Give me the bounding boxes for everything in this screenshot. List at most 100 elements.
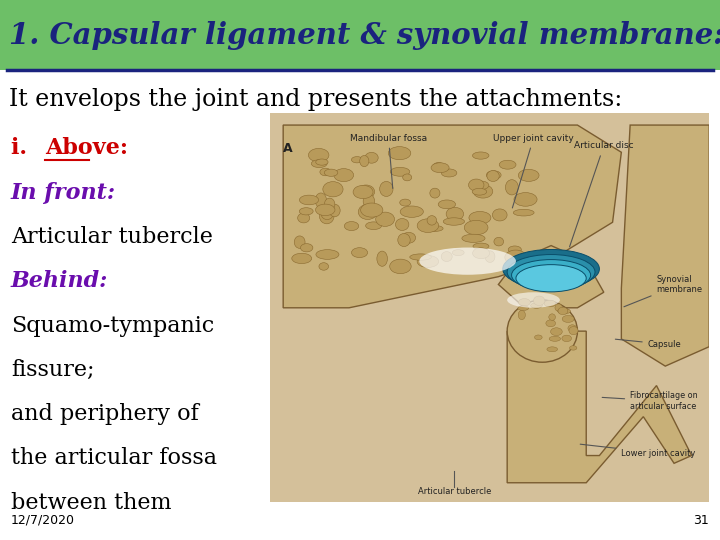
Ellipse shape [292, 253, 312, 264]
Text: fissure;: fissure; [11, 359, 94, 381]
Ellipse shape [507, 300, 577, 362]
Ellipse shape [487, 171, 501, 179]
Ellipse shape [518, 299, 531, 306]
Text: Mandibular fossa: Mandibular fossa [350, 133, 427, 188]
Text: 1. Capsular ligament & synovial membrane:: 1. Capsular ligament & synovial membrane… [9, 21, 720, 50]
Ellipse shape [441, 252, 452, 261]
Text: Upper joint cavity: Upper joint cavity [493, 133, 574, 208]
Ellipse shape [417, 219, 438, 233]
Ellipse shape [507, 254, 595, 289]
Text: In front:: In front: [11, 182, 116, 204]
Ellipse shape [379, 181, 393, 197]
Ellipse shape [324, 169, 338, 177]
Ellipse shape [444, 218, 464, 225]
Ellipse shape [334, 168, 354, 181]
Ellipse shape [410, 254, 431, 260]
Ellipse shape [464, 220, 488, 235]
Ellipse shape [558, 307, 568, 315]
Ellipse shape [430, 188, 440, 198]
Ellipse shape [294, 236, 305, 248]
Ellipse shape [402, 232, 415, 243]
Ellipse shape [402, 174, 412, 181]
Ellipse shape [329, 204, 340, 217]
Ellipse shape [315, 204, 335, 215]
Ellipse shape [570, 346, 577, 350]
Ellipse shape [507, 292, 560, 308]
Ellipse shape [426, 225, 443, 232]
FancyBboxPatch shape [270, 113, 709, 502]
Ellipse shape [472, 248, 490, 259]
Ellipse shape [514, 193, 537, 206]
Text: Capsule: Capsule [616, 339, 681, 349]
Ellipse shape [531, 303, 542, 308]
Ellipse shape [503, 249, 599, 288]
Polygon shape [498, 246, 604, 308]
Ellipse shape [534, 335, 542, 340]
Ellipse shape [469, 179, 484, 191]
Ellipse shape [549, 336, 561, 341]
Ellipse shape [511, 260, 590, 291]
Ellipse shape [377, 251, 387, 266]
Ellipse shape [562, 315, 574, 322]
Ellipse shape [320, 168, 331, 176]
Text: and periphery of: and periphery of [11, 403, 199, 425]
Ellipse shape [390, 259, 411, 274]
Text: between them: between them [11, 492, 171, 514]
Text: Articular tubercle: Articular tubercle [11, 226, 212, 248]
Ellipse shape [315, 193, 327, 208]
Text: A: A [283, 142, 293, 156]
Ellipse shape [546, 320, 556, 327]
Ellipse shape [366, 222, 382, 230]
Ellipse shape [547, 347, 557, 352]
Ellipse shape [390, 167, 410, 176]
Text: Synovial
membrane: Synovial membrane [624, 275, 703, 307]
Ellipse shape [513, 210, 534, 216]
Ellipse shape [555, 304, 562, 312]
FancyBboxPatch shape [0, 0, 720, 70]
Ellipse shape [487, 171, 499, 181]
Text: Above:: Above: [45, 138, 128, 159]
Ellipse shape [518, 170, 539, 181]
Ellipse shape [395, 219, 409, 231]
Text: 31: 31 [693, 514, 709, 526]
Ellipse shape [473, 181, 489, 190]
Ellipse shape [472, 188, 487, 195]
Ellipse shape [397, 233, 410, 247]
Polygon shape [507, 331, 692, 483]
Ellipse shape [376, 212, 395, 226]
Ellipse shape [325, 198, 335, 211]
Ellipse shape [311, 160, 327, 167]
Ellipse shape [351, 157, 363, 163]
Text: Articular disc: Articular disc [570, 141, 634, 247]
Text: Fibrocartilage on
articular surface: Fibrocartilage on articular surface [602, 392, 698, 411]
Text: the articular fossa: the articular fossa [11, 448, 217, 469]
Ellipse shape [297, 213, 310, 223]
Ellipse shape [508, 246, 521, 253]
Ellipse shape [485, 251, 495, 262]
Ellipse shape [534, 296, 545, 306]
Ellipse shape [300, 244, 313, 252]
Ellipse shape [569, 327, 578, 335]
Ellipse shape [469, 212, 491, 224]
Ellipse shape [492, 209, 507, 221]
Ellipse shape [473, 243, 489, 249]
Ellipse shape [344, 221, 359, 231]
Ellipse shape [351, 248, 368, 258]
Ellipse shape [473, 185, 492, 198]
Ellipse shape [516, 265, 586, 292]
Ellipse shape [518, 306, 528, 310]
Ellipse shape [452, 249, 464, 255]
Ellipse shape [505, 180, 518, 195]
Ellipse shape [308, 148, 329, 162]
Ellipse shape [562, 335, 572, 342]
Ellipse shape [505, 250, 526, 265]
Ellipse shape [357, 185, 374, 198]
Text: Squamo-tympanic: Squamo-tympanic [11, 315, 214, 336]
Ellipse shape [441, 169, 457, 177]
Ellipse shape [361, 203, 383, 217]
Text: i.: i. [11, 138, 42, 159]
Polygon shape [621, 125, 709, 366]
Ellipse shape [300, 208, 313, 215]
Ellipse shape [431, 163, 449, 173]
Ellipse shape [359, 204, 377, 219]
